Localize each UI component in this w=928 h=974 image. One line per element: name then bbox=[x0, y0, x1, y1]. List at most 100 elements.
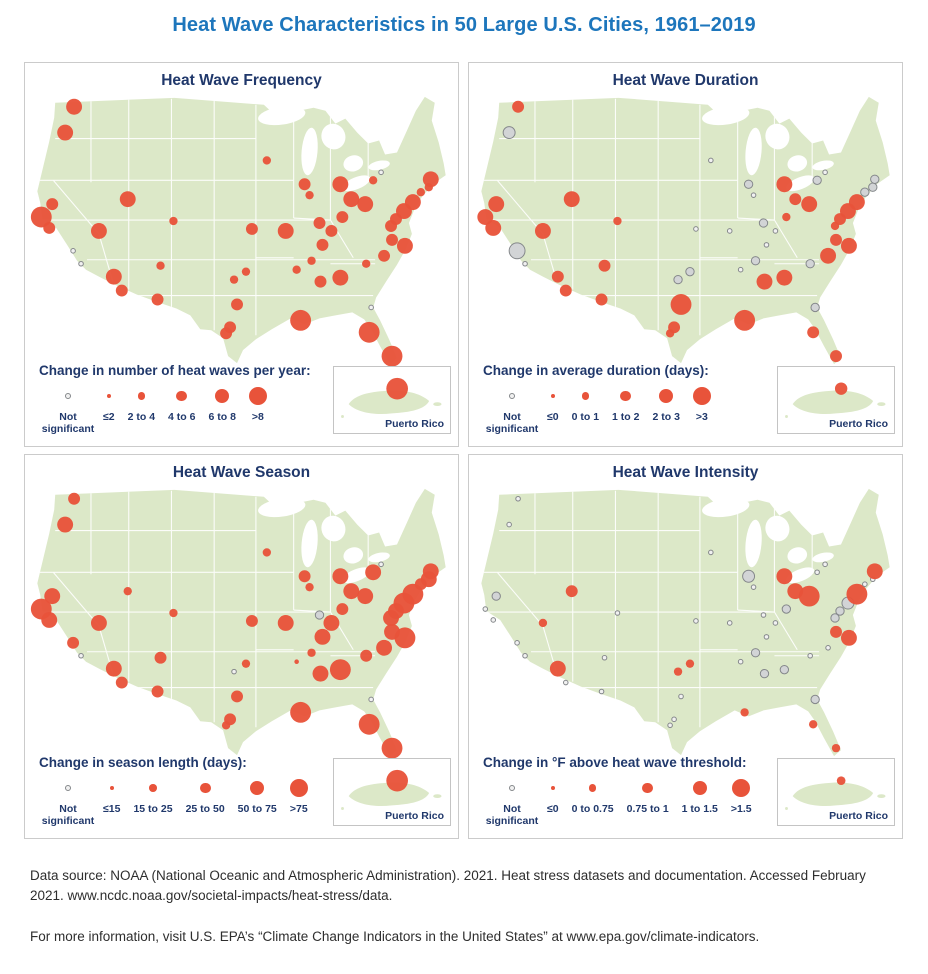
city-marker bbox=[685, 267, 695, 277]
legend-item: ≤0 bbox=[547, 776, 559, 815]
legend-circle bbox=[199, 782, 211, 794]
legend-circle-box bbox=[732, 776, 751, 800]
city-marker bbox=[362, 259, 371, 268]
city-markers bbox=[482, 495, 883, 753]
city-marker bbox=[502, 126, 516, 140]
legend-item: ≤2 bbox=[103, 384, 115, 423]
city-marker bbox=[522, 652, 528, 659]
city-marker bbox=[830, 625, 842, 638]
legend-circle-box bbox=[588, 776, 597, 800]
city-marker bbox=[115, 676, 128, 689]
legend-item: >75 bbox=[289, 776, 308, 815]
map-panel: Heat Wave Intensity bbox=[468, 454, 903, 839]
city-marker bbox=[693, 226, 699, 232]
city-marker bbox=[835, 606, 845, 616]
legend-label: ≤0 bbox=[547, 803, 559, 815]
legend-heading: Change in season length (days): bbox=[39, 755, 247, 770]
vieques-islet bbox=[433, 794, 442, 798]
city-marker bbox=[685, 659, 695, 668]
city-marker bbox=[488, 196, 505, 213]
city-marker bbox=[814, 569, 820, 576]
legend-item: 0 to 1 bbox=[572, 384, 599, 423]
city-marker bbox=[562, 679, 569, 686]
legend-label: 0.75 to 1 bbox=[626, 803, 669, 815]
city-marker bbox=[860, 187, 870, 197]
legend-circle bbox=[289, 779, 308, 797]
legend-label: ≤15 bbox=[103, 803, 121, 815]
state-borders bbox=[38, 98, 376, 336]
city-marker bbox=[305, 191, 314, 200]
city-marker bbox=[830, 613, 840, 623]
panel-title: Heat Wave Season bbox=[172, 464, 311, 481]
legend-label: Not significant bbox=[41, 803, 95, 828]
city-marker bbox=[551, 270, 564, 283]
city-marker bbox=[490, 617, 497, 623]
city-marker bbox=[365, 564, 382, 581]
city-marker bbox=[332, 568, 349, 585]
city-marker bbox=[825, 645, 831, 651]
legend-circle bbox=[659, 389, 674, 403]
city-marker bbox=[66, 98, 83, 115]
city-marker bbox=[708, 549, 714, 556]
legend-item: 0 to 0.75 bbox=[572, 776, 614, 815]
city-marker bbox=[840, 237, 857, 254]
city-marker bbox=[44, 588, 61, 605]
map-panel: Heat Wave Frequency bbox=[24, 62, 459, 447]
city-marker bbox=[750, 256, 761, 266]
city-marker bbox=[485, 220, 502, 236]
city-marker bbox=[798, 585, 820, 607]
city-marker bbox=[358, 321, 380, 343]
city-marker bbox=[601, 654, 608, 661]
legend-circle-box bbox=[550, 384, 555, 408]
city-marker bbox=[506, 521, 512, 528]
city-marker bbox=[30, 206, 52, 228]
legend-label: >8 bbox=[251, 411, 264, 423]
city-marker bbox=[776, 269, 793, 286]
puerto-rico-island bbox=[792, 390, 874, 415]
not-significant-circle bbox=[508, 784, 516, 792]
legend-label: 50 to 75 bbox=[237, 803, 277, 815]
city-marker bbox=[840, 629, 857, 646]
legend-item: ≤0 bbox=[547, 384, 559, 423]
city-marker bbox=[277, 615, 294, 631]
legend-item: 2 to 3 bbox=[652, 384, 680, 423]
city-marker bbox=[830, 350, 842, 363]
legend-circle-box bbox=[176, 384, 188, 408]
legend-item: 25 to 50 bbox=[186, 776, 225, 815]
legend: Change in average duration (days): Not s… bbox=[483, 363, 783, 435]
legend-item: ≤15 bbox=[103, 776, 120, 815]
city-marker bbox=[772, 620, 779, 626]
legend: Change in number of heat waves per year:… bbox=[39, 363, 339, 435]
city-marker bbox=[422, 171, 439, 188]
city-marker bbox=[779, 664, 790, 675]
city-marker bbox=[742, 569, 756, 583]
city-marker bbox=[298, 178, 311, 191]
legend-circle bbox=[250, 781, 265, 795]
us-map bbox=[477, 96, 890, 365]
city-marker bbox=[105, 660, 122, 677]
city-marker bbox=[614, 610, 621, 616]
city-marker bbox=[801, 196, 818, 213]
legend-item: 50 to 75 bbox=[238, 776, 277, 815]
puerto-rico-inset: Puerto Rico bbox=[777, 758, 895, 826]
puerto-rico-map bbox=[785, 776, 886, 810]
legend-item: 6 to 8 bbox=[208, 384, 236, 423]
city-marker bbox=[763, 634, 770, 640]
city-marker bbox=[41, 612, 58, 628]
city-marker bbox=[336, 603, 349, 615]
city-marker bbox=[820, 247, 837, 264]
city-marker bbox=[559, 284, 572, 297]
city-marker bbox=[750, 584, 757, 590]
legend-circle-box bbox=[250, 776, 265, 800]
puerto-rico-inset: Puerto Rico bbox=[333, 758, 451, 826]
city-marker bbox=[332, 269, 349, 286]
legend-label: >3 bbox=[695, 411, 708, 423]
city-marker bbox=[151, 685, 164, 698]
city-marker bbox=[156, 261, 165, 270]
panel-title: Heat Wave Duration bbox=[612, 72, 759, 89]
legend-item: 4 to 6 bbox=[168, 384, 195, 423]
legend-item: 1 to 2 bbox=[612, 384, 639, 423]
city-marker bbox=[245, 615, 258, 627]
city-marker bbox=[760, 612, 767, 618]
city-marker bbox=[756, 273, 773, 290]
